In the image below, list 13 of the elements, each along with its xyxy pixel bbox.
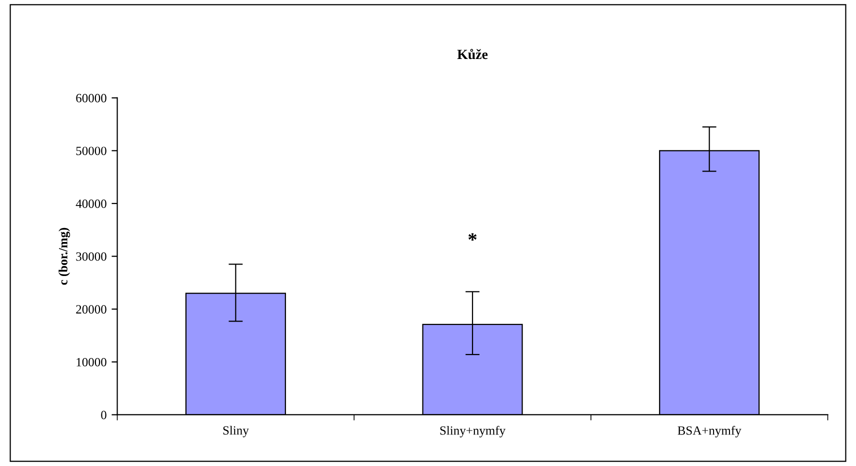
y-tick-label: 40000 [76, 200, 106, 208]
y-tick-label: 60000 [76, 94, 106, 102]
y-tick-label: 20000 [76, 305, 106, 314]
x-tick-label: BSA+nymfy [678, 426, 742, 438]
annotation: * [468, 233, 477, 241]
y-tick-label: 10000 [76, 358, 106, 366]
x-tick-label: Sliny+nymfy [440, 426, 506, 438]
y-axis-title: c (bor./mg) [58, 228, 70, 285]
y-tick-label: 50000 [76, 146, 106, 156]
y-tick-label: 0 [101, 410, 106, 420]
y-tick-label: 30000 [76, 252, 106, 261]
x-tick-label: Sliny [223, 426, 249, 438]
chart-title: Kůže [457, 48, 488, 60]
